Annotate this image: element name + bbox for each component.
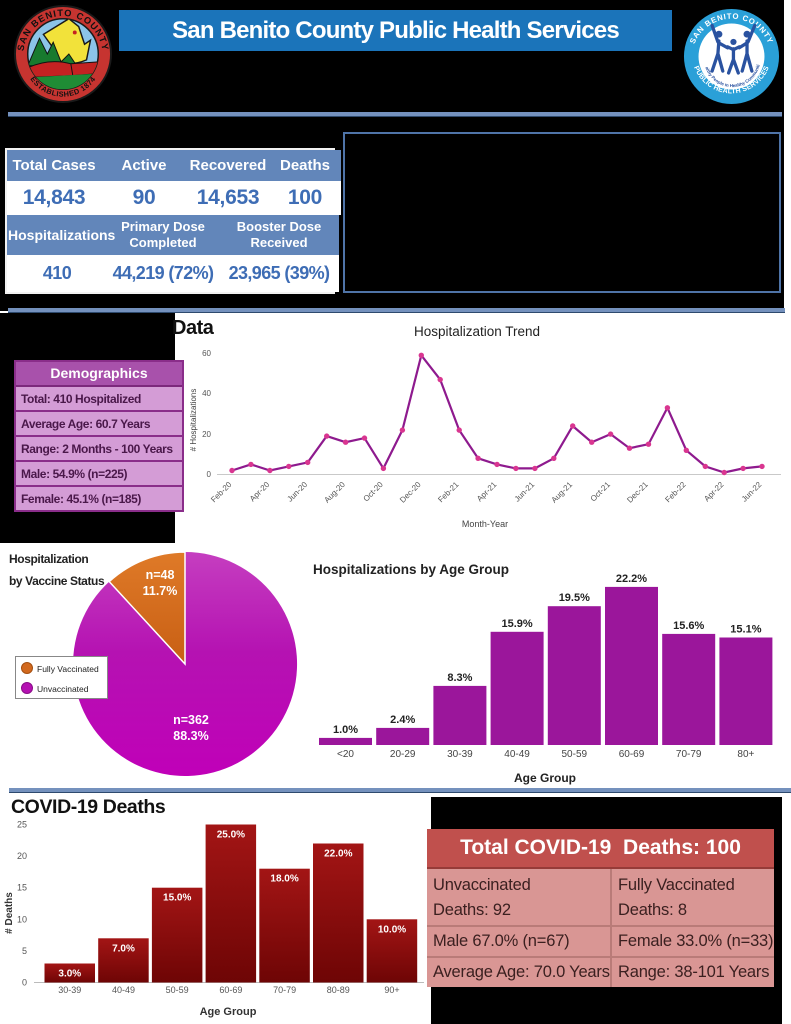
svg-text:15: 15 (17, 883, 27, 893)
svg-text:Apr-22: Apr-22 (702, 480, 726, 504)
svg-text:15.9%: 15.9% (501, 618, 532, 630)
svg-text:Jun-21: Jun-21 (513, 480, 537, 504)
svg-text:Dec-20: Dec-20 (398, 480, 423, 505)
svg-text:8.3%: 8.3% (447, 672, 472, 684)
svg-text:5: 5 (22, 946, 27, 956)
svg-text:7.0%: 7.0% (112, 943, 135, 954)
svg-text:88.3%: 88.3% (173, 729, 208, 743)
svg-text:30-39: 30-39 (58, 985, 81, 995)
svg-text:70-79: 70-79 (676, 749, 702, 760)
svg-text:Age Group: Age Group (514, 771, 576, 785)
svg-text:Feb-22: Feb-22 (663, 480, 688, 505)
svg-text:Hospitalizations by Age Group: Hospitalizations by Age Group (313, 562, 509, 577)
svg-text:Hospitalization Trend: Hospitalization Trend (414, 324, 540, 339)
svg-text:2.4%: 2.4% (390, 714, 415, 726)
svg-text:11.7%: 11.7% (143, 584, 178, 598)
svg-text:n=362: n=362 (173, 713, 209, 727)
svg-text:3.0%: 3.0% (58, 969, 81, 980)
svg-text:80-89: 80-89 (327, 985, 350, 995)
svg-text:Dec-21: Dec-21 (625, 480, 650, 505)
svg-text:20: 20 (202, 430, 211, 439)
svg-text:10: 10 (17, 914, 27, 924)
svg-text:Age Group: Age Group (200, 1006, 257, 1018)
svg-text:25: 25 (17, 820, 27, 830)
svg-text:Month-Year: Month-Year (462, 519, 508, 529)
svg-text:50-59: 50-59 (562, 749, 588, 760)
svg-text:60: 60 (202, 349, 211, 358)
svg-text:Oct-21: Oct-21 (589, 480, 613, 504)
svg-text:Jun-20: Jun-20 (285, 480, 309, 504)
svg-text:40: 40 (202, 389, 211, 398)
svg-text:0: 0 (207, 470, 212, 479)
svg-text:70-79: 70-79 (273, 985, 296, 995)
svg-text:50-59: 50-59 (166, 985, 189, 995)
svg-text:19.5%: 19.5% (559, 592, 590, 604)
svg-text:22.0%: 22.0% (324, 849, 352, 860)
svg-text:15.1%: 15.1% (730, 624, 761, 636)
svg-text:# Hospitalizations: # Hospitalizations (189, 389, 198, 452)
svg-text:15.0%: 15.0% (163, 893, 191, 904)
svg-text:90+: 90+ (384, 985, 399, 995)
svg-text:30-39: 30-39 (447, 749, 473, 760)
svg-text:60-69: 60-69 (219, 985, 242, 995)
svg-text:20-29: 20-29 (390, 749, 416, 760)
svg-text:20: 20 (17, 851, 27, 861)
svg-text:40-49: 40-49 (112, 985, 135, 995)
svg-text:Apr-20: Apr-20 (248, 480, 272, 504)
svg-text:Aug-20: Aug-20 (322, 480, 347, 505)
svg-text:40-49: 40-49 (504, 749, 530, 760)
svg-text:Aug-21: Aug-21 (550, 480, 575, 505)
svg-text:n=48: n=48 (146, 568, 175, 582)
svg-text:Feb-21: Feb-21 (436, 480, 461, 505)
svg-text:0: 0 (22, 978, 27, 988)
svg-text:22.2%: 22.2% (616, 573, 647, 585)
svg-text:25.0%: 25.0% (217, 830, 245, 841)
svg-text:10.0%: 10.0% (378, 924, 406, 935)
svg-text:Jun-22: Jun-22 (740, 480, 764, 504)
svg-text:18.0%: 18.0% (270, 874, 298, 885)
svg-text:80+: 80+ (737, 749, 754, 760)
svg-text:<20: <20 (337, 749, 354, 760)
svg-text:15.6%: 15.6% (673, 620, 704, 632)
svg-text:Apr-21: Apr-21 (475, 480, 499, 504)
svg-text:Oct-20: Oct-20 (362, 480, 386, 504)
svg-text:# Deaths: # Deaths (4, 892, 15, 934)
svg-text:Feb-20: Feb-20 (209, 480, 234, 505)
svg-text:60-69: 60-69 (619, 749, 645, 760)
svg-text:1.0%: 1.0% (333, 724, 358, 736)
